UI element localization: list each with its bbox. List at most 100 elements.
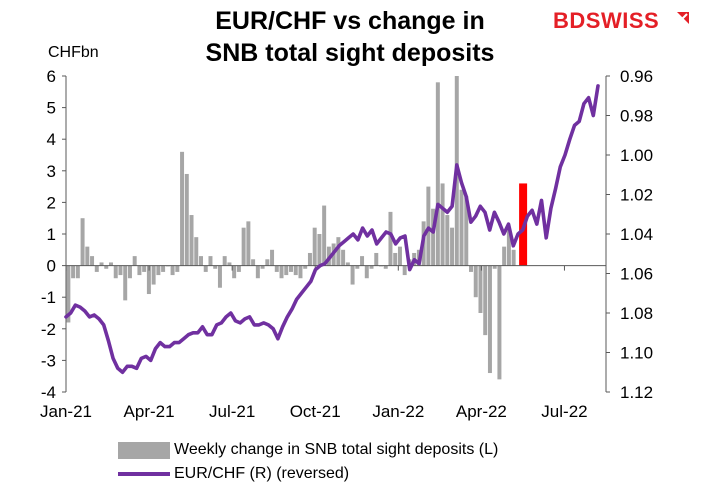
bar — [75, 265, 80, 279]
bar — [487, 265, 492, 374]
left-tick-label: 0 — [47, 257, 56, 276]
eurchf-line — [64, 84, 600, 375]
bar — [364, 265, 369, 279]
bar — [246, 221, 251, 266]
bar — [260, 265, 265, 269]
bar — [227, 262, 232, 266]
left-tick-label: -1 — [41, 288, 56, 307]
chart-title: EUR/CHF vs change in SNB total sight dep… — [150, 5, 550, 69]
bar — [156, 265, 161, 276]
bar — [298, 265, 303, 279]
bar — [251, 259, 256, 266]
bar — [274, 265, 279, 272]
bar — [402, 265, 407, 276]
bar — [132, 256, 137, 266]
logo-part1: BD — [553, 8, 586, 33]
x-tick-label: Jan-21 — [40, 402, 92, 421]
bar — [113, 265, 118, 279]
bar — [478, 265, 483, 313]
left-tick-label: -4 — [41, 383, 56, 402]
bar — [85, 246, 90, 266]
bar — [369, 265, 374, 269]
chart-title-line2: SNB total sight deposits — [205, 39, 495, 67]
bar — [312, 227, 317, 266]
x-tick-label: Jul-22 — [541, 402, 587, 421]
bar — [469, 265, 473, 272]
bar — [360, 256, 365, 266]
left-tick-label: 2 — [47, 193, 56, 212]
logo-arrow-icon — [677, 12, 689, 24]
bar — [217, 265, 222, 288]
bar — [241, 227, 246, 266]
bar — [203, 265, 208, 272]
left-tick-label: -2 — [41, 320, 56, 339]
bar — [506, 227, 511, 266]
bar — [90, 256, 95, 266]
bar — [374, 252, 379, 266]
bar — [222, 256, 227, 266]
bar — [142, 265, 147, 272]
right-tick-label: 1.04 — [620, 225, 653, 244]
right-tick-label: 1.06 — [620, 265, 653, 284]
bar — [307, 252, 312, 266]
bar — [161, 265, 166, 272]
x-tick-label: Apr-22 — [456, 402, 507, 421]
bar — [341, 249, 346, 266]
bar — [345, 262, 350, 266]
bar — [464, 196, 469, 266]
bar — [450, 227, 455, 266]
bar — [255, 265, 260, 279]
legend: Weekly change in SNB total sight deposit… — [118, 438, 498, 486]
x-tick-label: Jul-21 — [209, 402, 255, 421]
legend-label-bars: Weekly change in SNB total sight deposit… — [174, 441, 499, 458]
right-tick-label: 1.12 — [620, 383, 653, 402]
legend-item-bars: Weekly change in SNB total sight deposit… — [118, 438, 498, 462]
bar — [293, 265, 298, 276]
legend-label-line: EUR/CHF (R) (reversed) — [174, 465, 350, 482]
left-tick-label: 3 — [47, 162, 56, 181]
bar — [170, 265, 175, 276]
bar — [236, 265, 241, 272]
bar — [317, 234, 322, 266]
chart-title-line1: EUR/CHF vs change in — [215, 7, 485, 35]
legend-swatch-line — [118, 472, 170, 476]
bar — [175, 265, 180, 272]
bar — [270, 249, 275, 266]
bdswiss-logo: BDSWISS — [553, 8, 659, 34]
bar — [80, 218, 85, 266]
bar — [180, 151, 185, 266]
left-axis-unit: CHFbn — [48, 44, 99, 61]
bar — [440, 183, 445, 266]
bar — [426, 186, 431, 266]
bar — [350, 265, 355, 285]
bar — [459, 189, 464, 266]
bar — [431, 208, 436, 266]
x-tick-label: Apr-21 — [124, 402, 175, 421]
x-tick-label: Jan-22 — [372, 402, 424, 421]
bar — [189, 215, 194, 266]
bar — [184, 173, 189, 266]
bar — [435, 82, 440, 266]
bar — [397, 246, 402, 266]
left-tick-label: 1 — [47, 225, 56, 244]
logo-part2: SWISS — [585, 8, 660, 33]
legend-item-line: EUR/CHF (R) (reversed) — [118, 462, 498, 486]
bar — [123, 265, 128, 301]
legend-swatch-bars — [118, 441, 170, 459]
bar — [289, 265, 293, 272]
bar — [208, 256, 213, 266]
bar — [497, 265, 502, 380]
bar — [232, 265, 237, 279]
bar — [284, 265, 289, 276]
bar — [146, 265, 151, 295]
bar — [194, 237, 199, 266]
left-tick-label: -3 — [41, 351, 56, 370]
bar — [322, 205, 327, 266]
left-tick-label: 5 — [47, 99, 56, 118]
bar — [66, 265, 71, 323]
bar — [502, 246, 507, 266]
right-tick-label: 1.00 — [620, 146, 653, 165]
bar — [265, 259, 270, 266]
bar — [151, 265, 156, 285]
